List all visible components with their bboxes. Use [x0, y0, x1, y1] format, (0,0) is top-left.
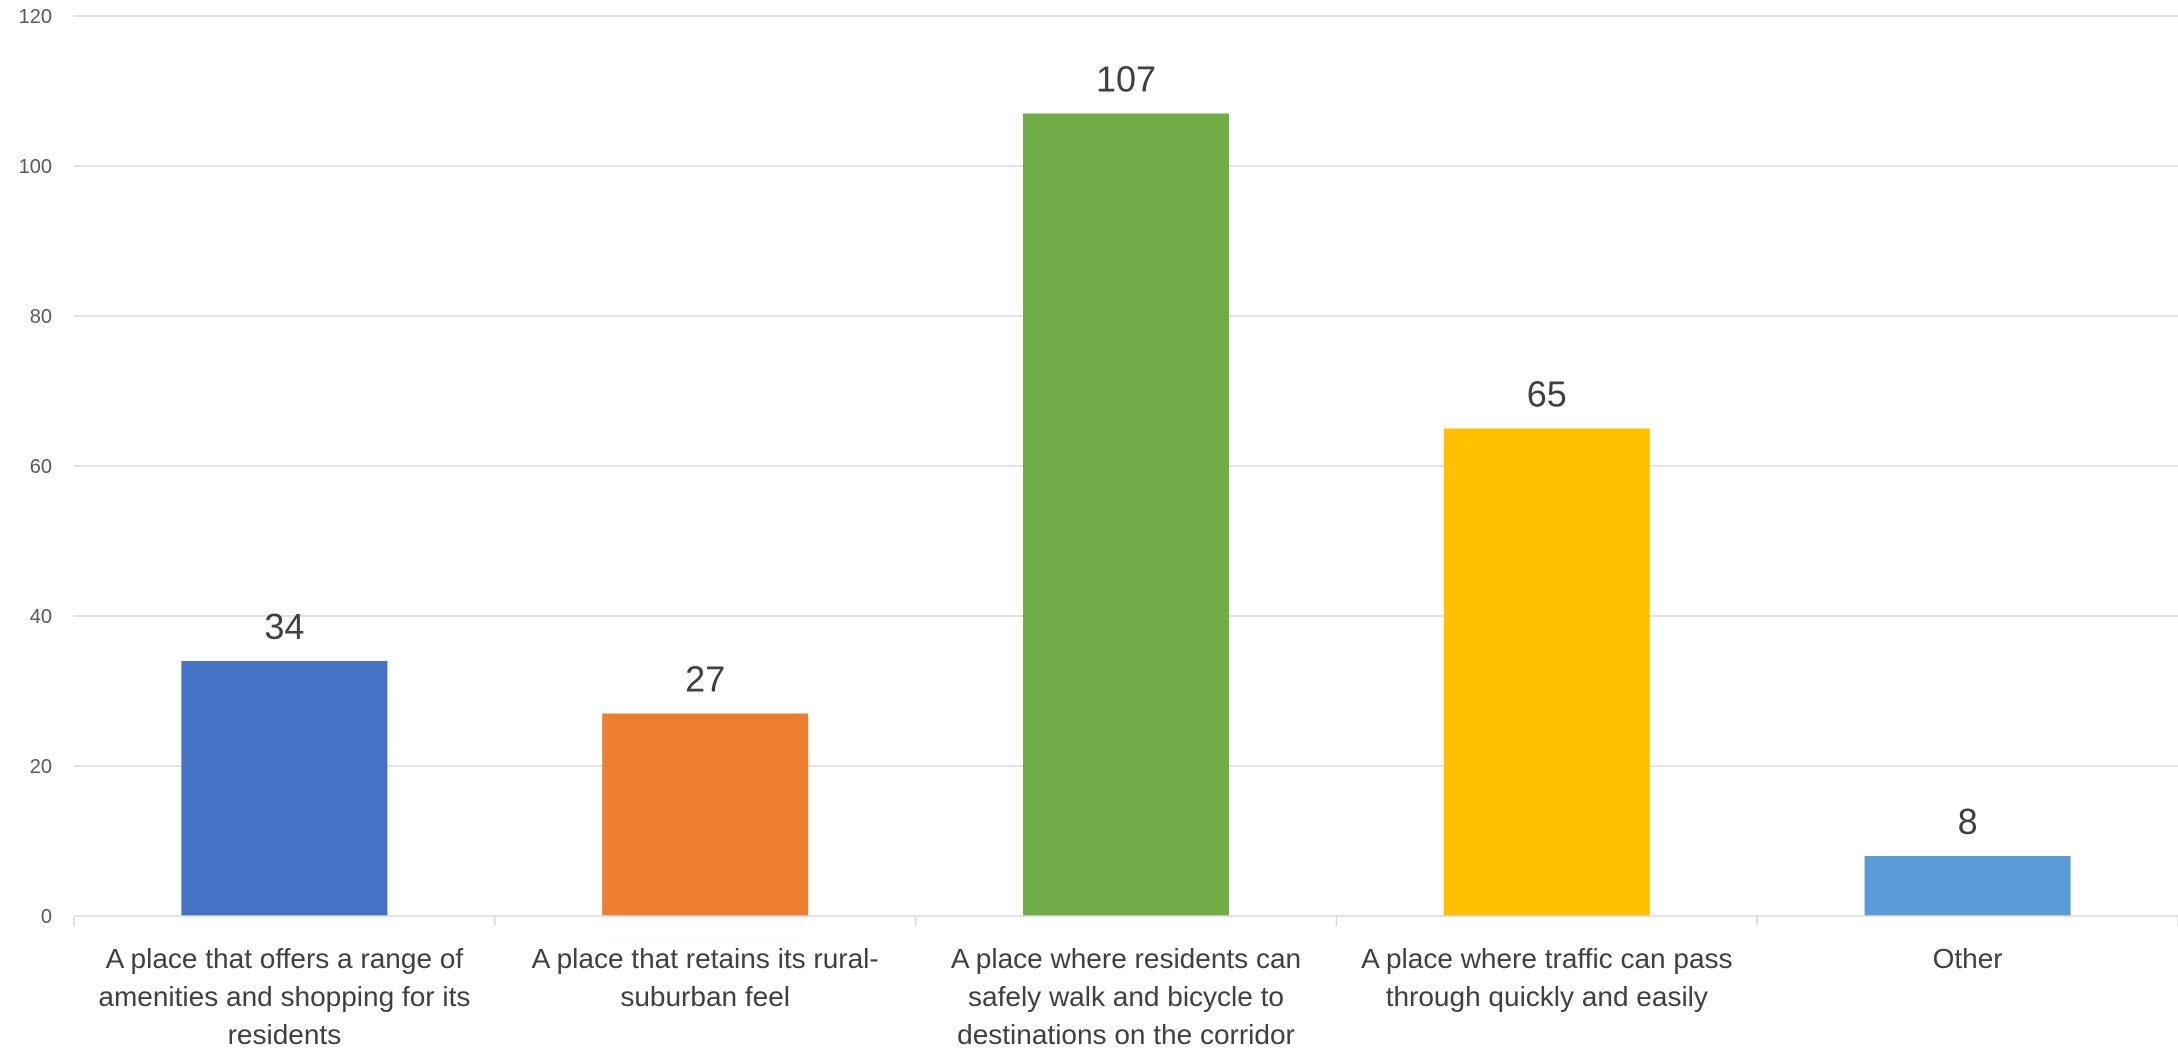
- bars: [181, 113, 2071, 916]
- bar: [1023, 113, 1229, 916]
- category-label: amenities and shopping for its: [98, 981, 470, 1012]
- bar: [1443, 428, 1650, 916]
- data-labels: 34 27 107 65 8: [264, 59, 1977, 843]
- y-tick-label: 120: [19, 6, 52, 28]
- category-label: destinations on the corridor: [957, 1019, 1295, 1049]
- y-tick-label: 80: [30, 306, 52, 328]
- data-label: 65: [1527, 374, 1567, 415]
- x-axis: [73, 915, 2178, 926]
- x-axis-category-labels: A place that offers a range of amenities …: [98, 943, 2002, 1049]
- category-label: through quickly and easily: [1386, 981, 1708, 1012]
- y-axis-tick-labels: 0 20 40 60 80 100 120: [19, 6, 52, 928]
- category-label: A place where residents can: [951, 943, 1301, 974]
- category-label: A place that offers a range of: [106, 943, 464, 974]
- y-tick-label: 100: [19, 156, 52, 178]
- bar: [1864, 856, 2071, 916]
- y-tick-label: 60: [30, 456, 52, 478]
- category-label: A place that retains its rural-: [532, 943, 879, 974]
- y-tick-label: 0: [41, 906, 52, 928]
- category-label: Other: [1933, 943, 2003, 974]
- data-label: 27: [685, 659, 725, 700]
- data-label: 8: [1958, 801, 1978, 842]
- y-tick-label: 20: [30, 756, 52, 778]
- category-label: residents: [228, 1019, 342, 1049]
- category-label: safely walk and bicycle to: [968, 981, 1284, 1012]
- data-label: 107: [1096, 59, 1156, 100]
- bar: [602, 713, 809, 916]
- bar: [181, 661, 388, 916]
- y-tick-label: 40: [30, 606, 52, 628]
- category-label: A place where traffic can pass: [1361, 943, 1732, 974]
- category-label: suburban feel: [620, 981, 790, 1012]
- data-label: 34: [264, 606, 304, 647]
